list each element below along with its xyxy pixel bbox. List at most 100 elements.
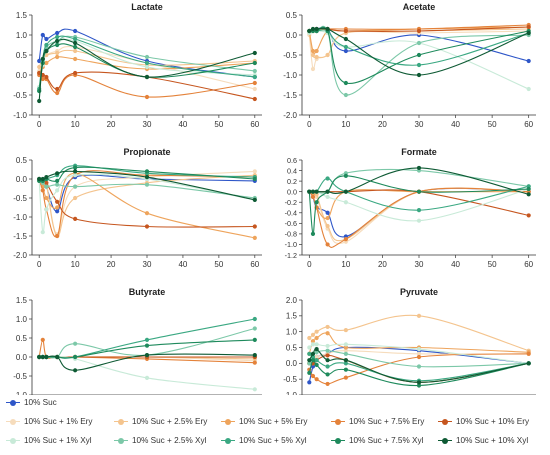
y-tick-label: -0.5 [13,194,27,203]
data-point [252,235,257,240]
x-tick-label: 0 [307,260,312,269]
data-point [325,52,330,58]
data-point [73,216,78,221]
data-point [343,36,348,42]
data-point [325,364,330,369]
chart-pyruvate: Pyruvate-1.0-0.50.00.51.01.52.0010203040… [283,287,536,409]
y-tick-label: -1.2 [285,251,297,260]
data-point [343,173,348,178]
series-line [308,189,529,220]
data-point [416,313,422,318]
x-tick-label: 50 [214,120,223,129]
data-point [325,348,330,353]
data-point [416,351,422,356]
data-point [252,360,257,365]
data-point [343,367,348,372]
legend-item: 10% Suc + 2.5% Ery [114,417,207,426]
data-point [314,189,319,194]
data-point [314,362,319,368]
x-tick-label: 10 [71,260,80,269]
series-line [308,314,529,352]
y-tick-label: 0.5 [16,51,28,60]
data-point [416,72,422,78]
data-point [310,66,316,72]
data-point [44,180,49,185]
data-point [314,358,319,363]
data-point [44,42,49,48]
legend-label: 10% Suc + 2.5% Ery [132,417,208,426]
chart-formate: Formate -1.2 -1.0-0.8 -0.6-0.4 -0.2 0.00.2 0.4… [285,147,536,269]
data-point [325,242,330,247]
chart-title: Formate [401,147,437,157]
data-point [310,358,316,363]
legend-label: 10% Suc [24,398,57,407]
y-tick-label: -1.0 [283,71,297,80]
data-point [252,68,257,74]
data-point [416,346,422,352]
data-point [343,28,348,34]
data-point [252,50,257,56]
data-point [343,342,348,347]
x-tick-label: 10 [341,120,350,129]
data-point [44,195,49,201]
y-tick-label: -2.0 [13,251,27,260]
data-point [314,335,319,341]
legend-item: 10% Suc + 2.5% Xyl [114,436,206,445]
data-point [252,86,257,92]
y-tick-label: -2.0 [283,111,297,120]
data-point [144,353,150,358]
legend-label: 10% Suc + 1% Ery [24,417,93,426]
data-point [55,178,60,183]
data-point [314,350,319,355]
x-tick-label: 20 [378,260,387,269]
data-point [310,194,316,200]
x-tick-label: 60 [524,120,533,129]
data-point [55,50,60,56]
data-point [325,381,330,387]
data-point [343,375,348,380]
series [307,28,531,92]
y-tick-label: -1.0 [13,391,27,395]
data-point [310,48,316,54]
legend-item: 10% Suc + 10% Xyl [438,436,528,445]
data-point [416,62,422,68]
data-point [343,327,348,333]
chart-butyrate: Butyrate-1.0-0.50.00.51.01.5010203040506… [13,287,262,409]
data-point [310,332,316,337]
charts-canvas: Lactate -1.0 -0.5 0.0 0.5 1.0 1.5 0 10 20 30 40 50 60… [13,2,536,409]
x-tick-label: 60 [250,120,259,129]
data-point [325,176,330,181]
data-point [73,48,78,54]
series-line [308,187,529,248]
x-tick-label: 60 [250,260,259,269]
data-point [343,44,348,50]
chart-title: Butyrate [129,287,166,297]
data-point [44,74,49,80]
series [307,342,531,366]
data-point [416,165,422,171]
legend-marker-icon [114,418,128,426]
y-tick-label: -0.5 [283,51,297,60]
data-point [252,80,257,86]
y-tick-label: 0.0 [16,71,28,80]
y-tick-label: 0.4 [287,166,297,175]
legend-label: 10% Suc + 5% Ery [239,417,308,426]
data-point [144,211,150,216]
data-point [310,26,316,32]
data-point [144,224,150,229]
data-point [55,30,60,36]
data-point [526,30,531,36]
series [307,173,531,236]
x-tick-label: 10 [71,120,80,129]
data-point [252,60,257,66]
y-tick-label: 1.5 [16,296,28,305]
data-point [307,370,312,375]
legend-marker-icon [221,418,235,426]
data-point [307,28,312,34]
data-point [416,218,422,223]
y-tick-label: -0.5 [13,372,27,381]
y-tick-label: 1.0 [286,327,298,336]
data-point [40,76,45,82]
series [307,187,531,242]
data-point [252,326,257,331]
